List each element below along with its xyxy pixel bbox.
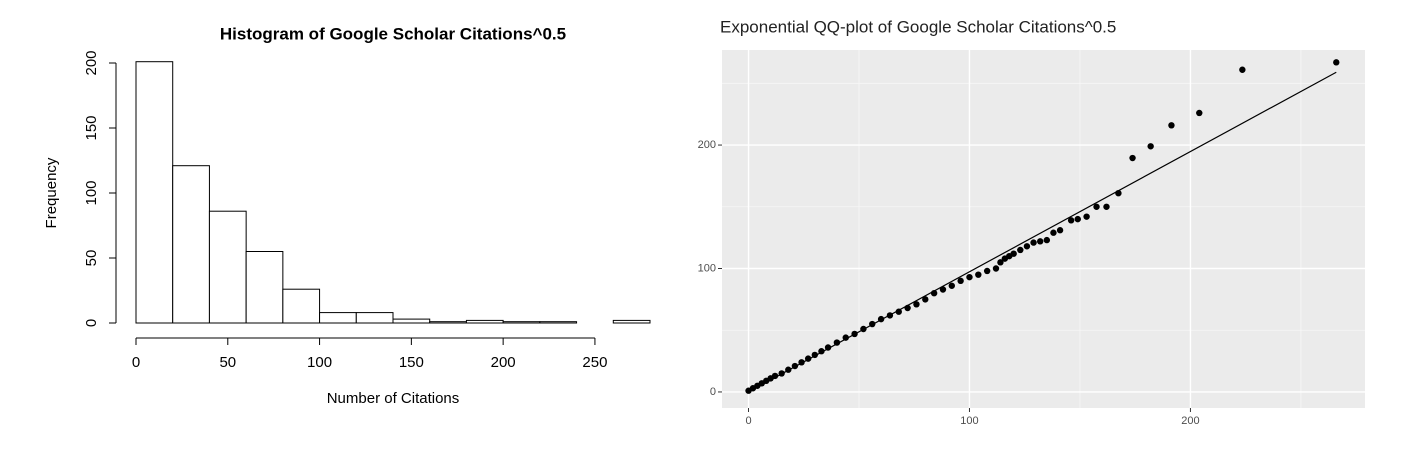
point: [1074, 215, 1081, 223]
y-tick-label: 200: [698, 139, 716, 151]
point: [1168, 122, 1175, 129]
reference-line: [748, 71, 1337, 393]
point: [1083, 213, 1090, 220]
y-tick-label: 0: [83, 319, 100, 327]
chart-title: Histogram of Google Scholar Citations^0.…: [220, 24, 566, 43]
point: [1036, 238, 1044, 245]
point: [1103, 203, 1110, 210]
point: [957, 277, 964, 285]
bar: [135, 61, 174, 324]
bar: [612, 319, 651, 324]
point: [1196, 109, 1203, 117]
point: [992, 265, 1000, 272]
point: [1023, 243, 1031, 250]
point: [1093, 203, 1100, 210]
point: [1239, 66, 1246, 73]
x-tick-label: 250: [582, 354, 607, 371]
point: [997, 259, 1004, 266]
bar: [502, 321, 541, 324]
point: [922, 296, 929, 303]
point: [939, 286, 947, 293]
x-axis-label: Number of Citations: [327, 390, 460, 407]
bar: [465, 319, 504, 324]
bar: [539, 321, 578, 324]
y-tick-label: 0: [710, 386, 716, 398]
chart-title: Exponential QQ-plot of Google Scholar Ci…: [720, 17, 1116, 36]
point: [1147, 143, 1154, 150]
x-tick-label: 150: [399, 354, 424, 371]
bar: [429, 321, 467, 324]
point: [842, 334, 849, 341]
point: [1056, 227, 1064, 234]
point: [913, 301, 920, 308]
bar: [319, 312, 357, 324]
point: [983, 267, 991, 275]
x-tick-label: 100: [307, 354, 332, 371]
y-tick-label: 100: [83, 180, 100, 205]
bar: [172, 165, 210, 324]
y-tick-label: 150: [83, 115, 100, 140]
point: [1030, 239, 1037, 246]
x-tick-label: 50: [219, 354, 236, 371]
y-axis-label: Frequency: [43, 157, 60, 228]
y-tick-label: 50: [83, 250, 100, 267]
x-tick-label: 200: [491, 354, 516, 371]
x-tick-label: 200: [1181, 415, 1199, 427]
point: [1050, 229, 1057, 236]
y-tick-label: 200: [83, 50, 100, 75]
bar: [282, 288, 321, 324]
bar: [355, 312, 394, 324]
point: [1067, 217, 1075, 224]
bar: [392, 318, 431, 324]
point: [1333, 59, 1340, 66]
bar: [245, 251, 284, 324]
point: [966, 273, 973, 281]
point: [895, 308, 902, 315]
x-tick-label: 0: [745, 415, 751, 427]
x-tick-label: 100: [960, 415, 978, 427]
point: [1017, 246, 1024, 254]
point: [975, 271, 982, 278]
y-tick-label: 100: [698, 262, 716, 274]
point: [771, 372, 779, 380]
point: [1010, 250, 1017, 257]
x-tick-label: 0: [132, 354, 140, 371]
point: [1043, 236, 1051, 244]
bar: [208, 210, 247, 324]
point: [948, 282, 956, 289]
point: [1129, 154, 1136, 162]
